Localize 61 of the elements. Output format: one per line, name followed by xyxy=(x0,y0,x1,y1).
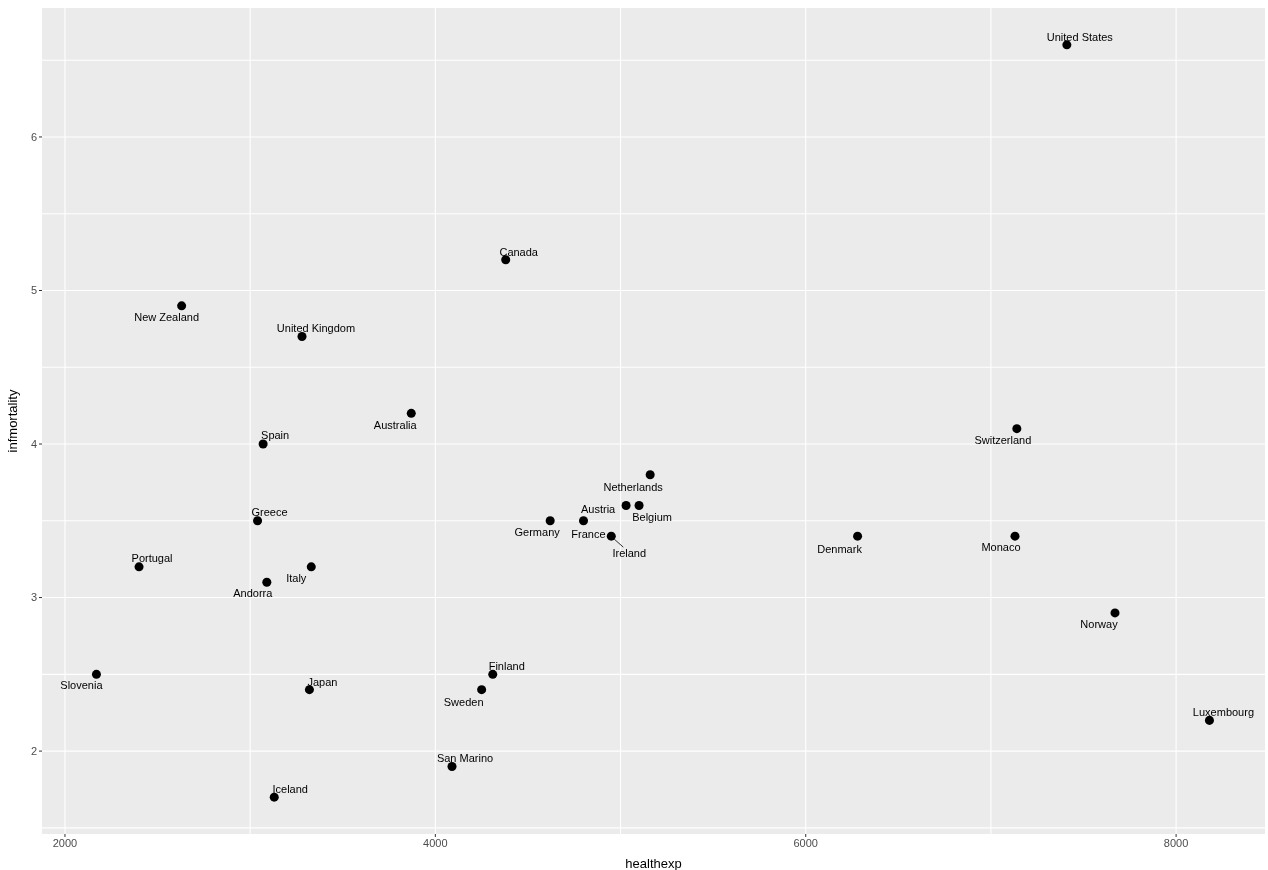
annotation: Norway xyxy=(1080,617,1119,630)
y-axis-title: infmortality xyxy=(4,389,20,453)
point xyxy=(91,669,101,679)
point xyxy=(853,531,863,541)
annotation: Finland xyxy=(488,660,525,673)
annotation: San Marino xyxy=(436,752,494,765)
annotation: Italy xyxy=(286,571,307,584)
annotation: Switzerland xyxy=(974,433,1032,446)
annotation: Australia xyxy=(373,419,418,432)
annotation: Monaco xyxy=(981,541,1021,554)
annotation: United States xyxy=(1046,30,1114,43)
point xyxy=(253,516,263,526)
annotation: Germany xyxy=(514,525,561,538)
annotation: New Zealand xyxy=(134,310,200,323)
y-tick-label: 6 xyxy=(30,130,37,143)
x-tick-label: 8000 xyxy=(1163,836,1189,849)
point xyxy=(1010,531,1020,541)
x-axis-title: healthexp xyxy=(625,856,682,870)
annotation: Denmark xyxy=(817,543,863,556)
annotation: Ireland xyxy=(612,547,647,560)
annotation: Iceland xyxy=(272,783,308,796)
point xyxy=(447,761,457,771)
x-tick-label: 4000 xyxy=(423,836,448,849)
point xyxy=(262,577,272,587)
annotation: Netherlands xyxy=(603,480,664,493)
annotation: Spain xyxy=(261,429,290,442)
annotation: France xyxy=(571,527,606,540)
point xyxy=(269,792,279,802)
point xyxy=(177,301,187,311)
annotation: Austria xyxy=(580,503,617,516)
point xyxy=(297,332,307,342)
y-tick-label: 5 xyxy=(30,284,37,297)
point xyxy=(634,500,644,510)
point xyxy=(1062,40,1072,50)
point xyxy=(488,669,498,679)
y-tick-label: 2 xyxy=(30,745,37,757)
annotation: Luxembourg xyxy=(1192,706,1255,719)
point xyxy=(621,500,631,510)
point xyxy=(1110,608,1120,618)
annotation: Andorra xyxy=(233,587,274,600)
point xyxy=(578,516,589,526)
annotation: Slovenia xyxy=(60,679,104,692)
point xyxy=(545,516,555,526)
annotation: Greece xyxy=(251,505,288,518)
annotation: Portugal xyxy=(131,551,173,564)
x-tick-label: 2000 xyxy=(52,836,78,849)
annotation: Sweden xyxy=(443,695,484,708)
annotation: Belgium xyxy=(632,511,672,524)
point xyxy=(406,408,416,418)
annotation: Japan xyxy=(307,675,338,688)
y-tick-label: 4 xyxy=(30,437,37,450)
point xyxy=(1012,424,1022,434)
point xyxy=(606,531,616,541)
point xyxy=(645,470,655,480)
annotation: United Kingdom xyxy=(276,321,356,334)
annotation: Canada xyxy=(499,245,539,258)
x-tick-label: 6000 xyxy=(793,836,818,849)
point xyxy=(501,255,511,265)
point xyxy=(477,685,487,695)
y-tick-label: 3 xyxy=(30,591,37,604)
point xyxy=(306,562,316,572)
